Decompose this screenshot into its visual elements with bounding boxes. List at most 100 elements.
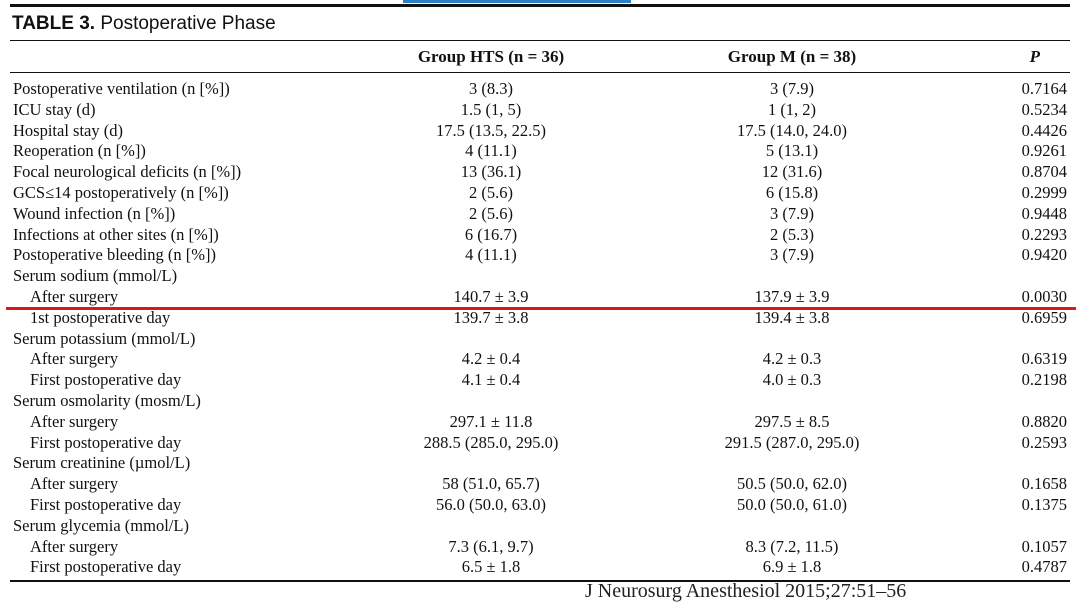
cell-p-value: 0.1658 xyxy=(1021,474,1067,494)
table-row: Serum osmolarity (mosm/L) xyxy=(0,391,1080,412)
cell-group-hts: 7.3 (6.1, 9.7) xyxy=(448,536,534,556)
cell-p-value: 0.2999 xyxy=(1021,182,1067,202)
cell-p-value: 0.2293 xyxy=(1021,224,1067,244)
table-subrow: 1st postoperative day 139.7 ± 3.8 139.4 ± … xyxy=(0,308,1080,329)
cell-p-value: 0.2593 xyxy=(1021,432,1067,452)
cell-group-m: 6 (15.8) xyxy=(765,182,819,202)
cell-group-hts: 17.5 (13.5, 22.5) xyxy=(436,120,546,140)
row-label: Postoperative bleeding (n [%]) xyxy=(13,245,216,265)
row-label: Focal neurological deficits (n [%]) xyxy=(13,162,242,182)
cell-group-hts: 1.5 (1, 5) xyxy=(460,99,522,119)
cell-group-hts: 6 (16.7) xyxy=(464,224,518,244)
cell-group-m: 8.3 (7.2, 11.5) xyxy=(745,536,839,556)
row-label: Wound infection (n [%]) xyxy=(13,203,176,223)
cell-p-value: 0.8704 xyxy=(1021,162,1067,182)
table-caption: Postoperative Phase xyxy=(100,13,276,34)
cell-group-m: 297.5 ± 8.5 xyxy=(754,411,830,431)
table-row: Reoperation (n [%]) 4 (11.1) 5 (13.1) 0.926… xyxy=(0,141,1080,162)
cell-p-value: 0.9448 xyxy=(1021,203,1067,223)
bottom-rule xyxy=(10,580,1070,582)
cell-group-hts: 4 (11.1) xyxy=(465,141,517,161)
table-row: Focal neurological deficits (n [%]) 13 (3… xyxy=(0,162,1080,183)
title-rule xyxy=(10,40,1070,41)
row-label: Hospital stay (d) xyxy=(13,120,123,140)
row-label: First postoperative day xyxy=(30,432,182,452)
cell-group-hts: 2 (5.6) xyxy=(469,182,513,202)
table-row: Hospital stay (d) 17.5 (13.5, 22.5) 17.5 (… xyxy=(0,121,1080,142)
table-subrow: After surgery 7.3 (6.1, 9.7) 8.3 (7.2, 11.… xyxy=(0,537,1080,558)
cell-group-hts: 2 (5.6) xyxy=(469,203,513,223)
cell-group-hts: 58 (51.0, 65.7) xyxy=(442,474,540,494)
cell-p-value: 0.0030 xyxy=(1021,286,1067,306)
row-label: Serum glycemia (mmol/L) xyxy=(13,515,189,535)
table-subrow: First postoperative day 4.1 ± 0.4 4.0 ± 0.… xyxy=(0,370,1080,391)
table-row: Serum glycemia (mmol/L) xyxy=(0,516,1080,537)
row-label: After surgery xyxy=(30,411,119,431)
cell-group-m: 5 (13.1) xyxy=(765,141,819,161)
table-row: GCS≤14 postoperatively (n [%]) 2 (5.6) 6 (… xyxy=(0,183,1080,204)
cell-group-hts: 6.5 ± 1.8 xyxy=(461,557,521,577)
cell-group-m: 12 (31.6) xyxy=(761,162,823,182)
highlight-line xyxy=(6,307,1076,310)
table-subrow: After surgery 297.1 ± 11.8 297.5 ± 8.5 0.88… xyxy=(0,412,1080,433)
cell-group-m: 291.5 (287.0, 295.0) xyxy=(724,432,860,452)
cell-group-hts: 4 (11.1) xyxy=(465,245,517,265)
header-p-value: P xyxy=(1029,47,1040,66)
row-label: Serum osmolarity (mosm/L) xyxy=(13,390,201,410)
cell-group-hts: 140.7 ± 3.9 xyxy=(453,286,529,306)
cell-group-hts: 139.7 ± 3.8 xyxy=(453,307,529,327)
row-label: After surgery xyxy=(30,286,119,306)
row-label: Serum sodium (mmol/L) xyxy=(13,266,178,286)
cell-p-value: 0.2198 xyxy=(1021,370,1067,390)
row-label: Serum creatinine (µmol/L) xyxy=(13,453,191,473)
table-title: TABLE 3. Postoperative Phase xyxy=(12,12,276,36)
table-subrow: First postoperative day 6.5 ± 1.8 6.9 ± 1.… xyxy=(0,557,1080,578)
table-row: Serum potassium (mmol/L) xyxy=(0,329,1080,350)
cell-group-m: 1 (1, 2) xyxy=(767,99,817,119)
row-label: Reoperation (n [%]) xyxy=(13,141,146,161)
row-label: Postoperative ventilation (n [%]) xyxy=(13,79,230,98)
table-subrow: First postoperative day 56.0 (50.0, 63.0)… xyxy=(0,495,1080,516)
cell-group-hts: 297.1 ± 11.8 xyxy=(449,411,533,431)
header-group-hts: Group HTS (n = 36) xyxy=(417,47,565,66)
cell-group-hts: 56.0 (50.0, 63.0) xyxy=(436,494,546,514)
table-row: Serum sodium (mmol/L) xyxy=(0,266,1080,287)
row-label: After surgery xyxy=(30,349,119,369)
row-label: First postoperative day xyxy=(30,494,182,514)
cell-group-hts: 288.5 (285.0, 295.0) xyxy=(423,432,559,452)
table-row: Infections at other sites (n [%]) 6 (16.7… xyxy=(0,225,1080,246)
cell-p-value: 0.9261 xyxy=(1021,141,1067,161)
cell-group-m: 17.5 (14.0, 24.0) xyxy=(737,120,847,140)
cell-p-value: 0.4787 xyxy=(1021,557,1067,577)
cell-group-m: 3 (7.9) xyxy=(770,203,814,223)
cell-group-hts: 13 (36.1) xyxy=(460,162,522,182)
cell-p-value: 0.7164 xyxy=(1021,79,1067,98)
cell-group-m: 2 (5.3) xyxy=(770,224,814,244)
table-subrow: After surgery 4.2 ± 0.4 4.2 ± 0.3 0.6319 xyxy=(0,349,1080,370)
cell-group-hts: 4.1 ± 0.4 xyxy=(461,370,521,390)
cell-group-hts: 3 (8.3) xyxy=(469,79,513,98)
row-label: 1st postoperative day xyxy=(30,307,171,327)
cell-p-value: 0.5234 xyxy=(1021,99,1067,119)
top-accent-bar xyxy=(403,0,631,3)
row-label: ICU stay (d) xyxy=(13,99,96,119)
row-label: After surgery xyxy=(30,536,119,556)
cell-group-m: 4.0 ± 0.3 xyxy=(762,370,822,390)
cell-p-value: 0.4426 xyxy=(1021,120,1067,140)
cell-group-m: 50.5 (50.0, 62.0) xyxy=(737,474,847,494)
cell-p-value: 0.1375 xyxy=(1021,494,1067,514)
row-label: GCS≤14 postoperatively (n [%]) xyxy=(13,182,229,202)
table-row: Serum creatinine (µmol/L) xyxy=(0,453,1080,474)
cell-group-m: 137.9 ± 3.9 xyxy=(754,286,830,306)
table-number: TABLE 3. xyxy=(12,13,96,34)
header-group-m: Group M (n = 38) xyxy=(727,47,857,66)
citation: J Neurosurg Anesthesiol 2015;27:51–56 xyxy=(585,580,907,602)
top-rule xyxy=(10,4,1070,7)
cell-p-value: 0.6959 xyxy=(1021,307,1067,327)
table-row: ICU stay (d) 1.5 (1, 5) 1 (1, 2) 0.5234 xyxy=(0,100,1080,121)
cell-group-m: 6.9 ± 1.8 xyxy=(762,557,822,577)
cell-group-m: 50.0 (50.0, 61.0) xyxy=(737,494,847,514)
cell-p-value: 0.6319 xyxy=(1021,349,1067,369)
row-label: After surgery xyxy=(30,474,119,494)
row-label: Infections at other sites (n [%]) xyxy=(13,224,219,244)
